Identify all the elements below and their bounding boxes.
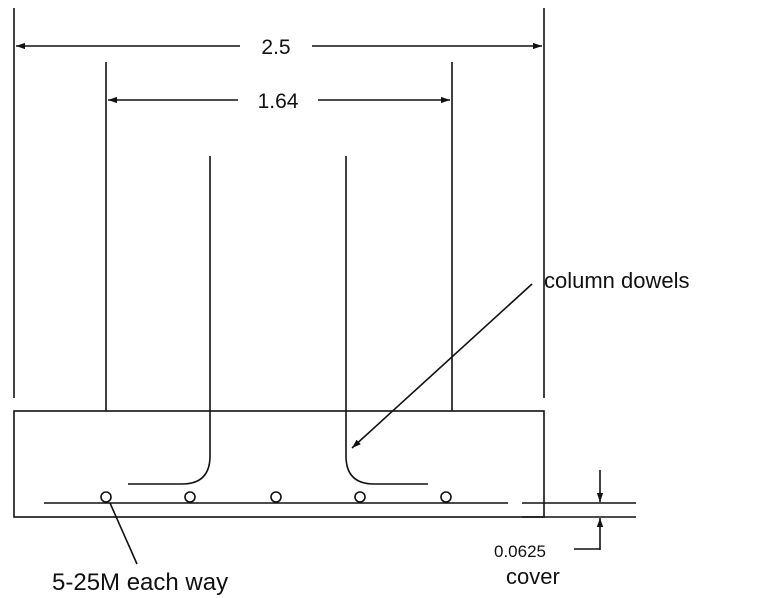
column-dowels-label: column dowels [544,268,690,293]
dowel-left [128,156,211,485]
rebar-dot-4 [354,491,366,503]
rebar-dot-2 [184,491,196,503]
leader-bottom-bars [109,502,138,565]
dowel-right [345,156,428,485]
leader-column-dowels [351,283,533,449]
rebar-dot-5 [440,491,452,503]
cover-value-label: 0.0625 [494,542,546,561]
footing-outline [13,410,545,518]
column-width-label: 1.64 [258,90,299,113]
rebar-dot-3 [270,491,282,503]
overall-width-label: 2.5 [261,36,290,59]
bottom-bars-label: 5-25M each way [52,569,228,596]
cover-word-label: cover [506,564,560,589]
rebar-dot-1 [100,491,112,503]
